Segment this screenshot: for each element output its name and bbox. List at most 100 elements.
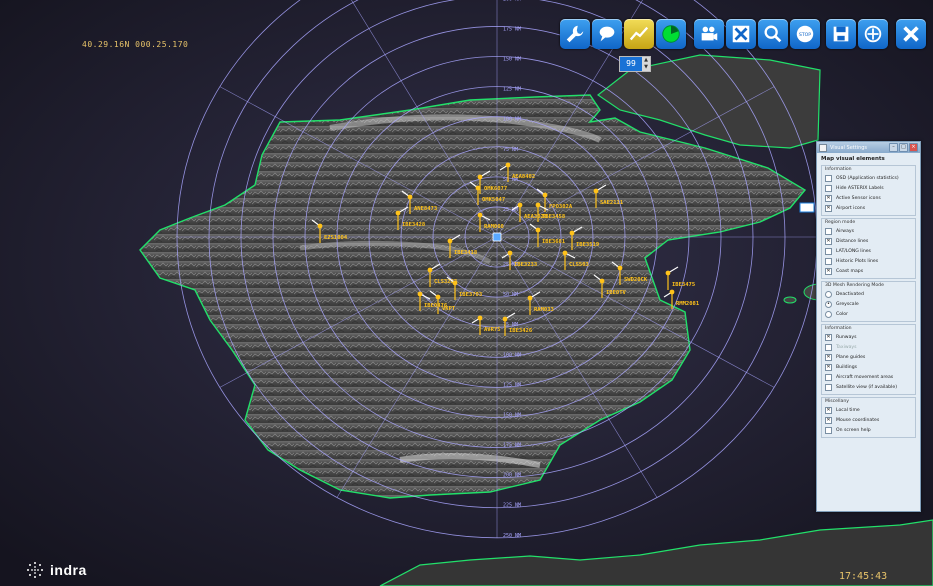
aircraft-label[interactable]: SWD20CK [624,277,648,283]
aircraft-track[interactable]: IBE3475 [665,266,696,290]
checkbox[interactable] [825,247,832,255]
settings-option[interactable]: LAT/LONG lines [825,246,912,256]
messages-button[interactable] [592,19,622,49]
zoom-button[interactable] [858,19,888,49]
stepper-value[interactable]: 99 [620,57,642,71]
aircraft-icon[interactable] [407,194,413,200]
aircraft-track[interactable]: VKPT [429,290,456,314]
aircraft-label[interactable]: IBE3703 [459,292,482,298]
aircraft-track[interactable]: IBE3426 [502,312,533,336]
settings-option[interactable]: Aircraft movement areas [825,372,912,382]
record-button[interactable] [694,19,724,49]
settings-option[interactable]: Historic Plots lines [825,256,912,266]
aircraft-label[interactable]: IBE3519 [576,242,599,248]
checkbox[interactable]: ✕ [825,194,832,202]
aircraft-label[interactable]: ANE8473 [414,206,437,212]
aircraft-icon[interactable] [527,295,533,301]
aircraft-icon[interactable] [477,212,483,218]
aircraft-track[interactable]: AEA8402 [499,162,535,182]
aircraft-icon[interactable] [593,188,599,194]
aircraft-track[interactable]: EZS1004 [311,219,348,243]
aircraft-icon[interactable] [477,174,483,180]
checkbox[interactable] [825,373,832,381]
aircraft-label[interactable]: IBE0476 [424,303,448,309]
aircraft-track[interactable]: IBE3681 [529,223,566,247]
aircraft-icon[interactable] [475,185,481,191]
aircraft-icon[interactable] [317,223,323,229]
settings-option[interactable]: On screen help [825,425,912,435]
aircraft-track[interactable]: SWD20CK [611,261,648,285]
settings-option[interactable]: OSD (Application statistics) [825,173,912,183]
aircraft-icon[interactable] [665,270,671,276]
aircraft-icon[interactable] [502,316,508,322]
aircraft-label[interactable]: IBE3475 [672,282,695,288]
aircraft-icon[interactable] [507,250,513,256]
settings-option[interactable]: ✕ Buildings [825,362,912,372]
settings-option[interactable]: ✕ Active Sensor icons [825,193,912,203]
checkbox[interactable] [825,174,832,182]
aircraft-label[interactable]: FPO302A [549,204,573,210]
checkbox[interactable]: ✕ [825,267,832,275]
stepper-arrows[interactable]: ▲ ▼ [642,57,650,71]
aircraft-label[interactable]: RMM2081 [676,301,700,307]
checkbox[interactable]: ✕ [825,406,832,414]
checkbox[interactable]: ✕ [825,363,832,371]
checkbox[interactable] [825,227,832,235]
aircraft-track[interactable]: RAM060 [477,212,504,232]
aircraft-track[interactable]: IBE3519 [569,226,600,250]
settings-option[interactable]: ✕ Local time [825,405,912,415]
stepper-down-icon[interactable]: ▼ [644,64,648,70]
minimize-icon[interactable]: – [889,143,898,152]
aircraft-track[interactable]: ANE8473 [401,190,437,214]
close-button[interactable] [896,19,926,49]
aircraft-icon[interactable] [435,294,441,300]
aircraft-label[interactable]: TBE3458 [542,214,565,220]
settings-option[interactable]: Satellite view (if available) [825,382,912,392]
window-close-icon[interactable]: × [909,143,918,152]
checkbox[interactable] [825,426,832,434]
settings-option[interactable]: ✕ Airport icons [825,203,912,213]
aircraft-label[interactable]: IBE3233 [514,262,537,268]
aircraft-track[interactable]: AVR75 [471,315,501,335]
aircraft-track[interactable]: IBE0TV [593,274,627,298]
aircraft-track[interactable]: AEA3028 [511,202,547,222]
aircraft-label[interactable]: IBE3681 [542,239,566,245]
checkbox[interactable]: ✕ [825,333,832,341]
radar-sensor-icon[interactable] [492,232,502,242]
settings-option[interactable]: Deactivated [825,289,912,299]
radio-button[interactable] [825,310,832,318]
aircraft-track[interactable]: TBE3458 [535,202,566,222]
settings-option[interactable]: • Greyscale [825,299,912,309]
settings-option[interactable]: ✕ Coast maps [825,266,912,276]
stepper-up-icon[interactable]: ▲ [644,57,648,63]
tracks-button[interactable] [624,19,654,49]
stop-button[interactable]: STOP [790,19,820,49]
visual-settings-window[interactable]: Visual Settings – □ × Map visual element… [816,141,921,512]
checkbox[interactable]: ✕ [825,416,832,424]
maximize-icon[interactable]: □ [899,143,908,152]
aircraft-icon[interactable] [427,267,433,273]
aircraft-track[interactable]: OMK6077 [477,170,508,194]
radio-button[interactable]: • [825,300,832,308]
aircraft-track[interactable]: IBE3703 [446,276,482,300]
aircraft-track[interactable]: CLS503 [562,250,589,270]
aircraft-icon[interactable] [452,280,458,286]
aircraft-label[interactable]: IBE3426 [509,328,533,334]
checkbox[interactable]: ✕ [825,353,832,361]
aircraft-icon[interactable] [447,238,453,244]
checkbox[interactable] [825,383,832,391]
aircraft-label[interactable]: EZS1004 [324,235,348,241]
aircraft-label[interactable]: IBE0TV [606,290,627,296]
aircraft-track[interactable]: OMK5047 [469,181,505,205]
aircraft-label[interactable]: RAM060 [484,224,504,230]
checkbox[interactable] [825,257,832,265]
aircraft-tracks[interactable]: AEA8402 OMK6077 FPO302A TBE3458 ANE8473 IBE34… [311,162,700,336]
settings-option[interactable]: ✕ Plane guides [825,352,912,362]
aircraft-icon[interactable] [535,202,541,208]
aircraft-label[interactable]: AEA8402 [512,174,535,180]
aircraft-label[interactable]: IBE3428 [402,222,425,228]
settings-option[interactable]: Hide ASTERIX Labels [825,183,912,193]
checkbox[interactable]: ✕ [825,204,832,212]
radar-button[interactable] [656,19,686,49]
